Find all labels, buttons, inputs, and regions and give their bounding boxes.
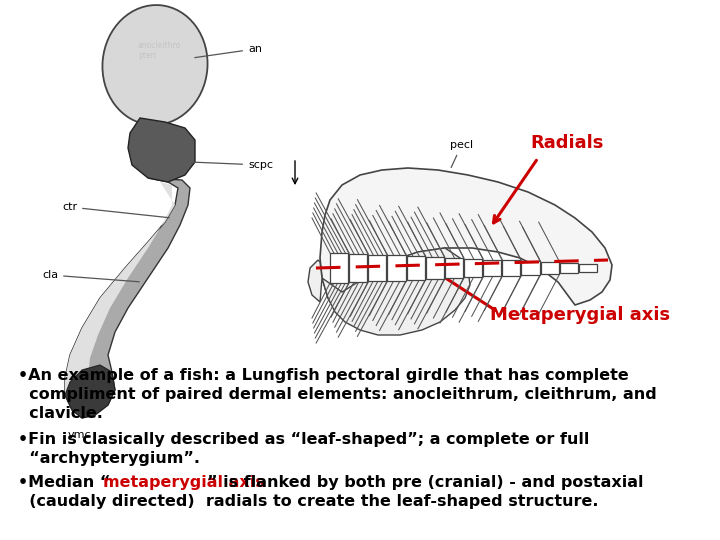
FancyBboxPatch shape	[426, 257, 444, 279]
Text: Metaperygial axis: Metaperygial axis	[490, 306, 670, 324]
Polygon shape	[322, 248, 470, 335]
Text: metaperygial axis: metaperygial axis	[103, 475, 265, 490]
FancyBboxPatch shape	[579, 264, 597, 272]
Text: vmc: vmc	[68, 430, 91, 440]
Text: anocleithro
pteri: anocleithro pteri	[138, 40, 181, 60]
FancyBboxPatch shape	[483, 260, 501, 276]
FancyBboxPatch shape	[541, 262, 559, 274]
Polygon shape	[320, 168, 612, 310]
Text: •Fin is clasically described as “leaf-shaped”; a complete or full
  “archypteryg: •Fin is clasically described as “leaf-sh…	[18, 432, 590, 466]
Text: ctr: ctr	[62, 202, 169, 218]
FancyBboxPatch shape	[464, 259, 482, 277]
FancyBboxPatch shape	[559, 263, 578, 273]
Text: pecl: pecl	[450, 140, 473, 167]
Text: scpc: scpc	[193, 160, 273, 170]
FancyBboxPatch shape	[387, 255, 405, 280]
FancyBboxPatch shape	[521, 261, 539, 275]
FancyBboxPatch shape	[445, 258, 463, 278]
Polygon shape	[128, 118, 195, 182]
Polygon shape	[65, 178, 190, 418]
FancyBboxPatch shape	[407, 256, 425, 280]
FancyBboxPatch shape	[503, 260, 521, 275]
Text: cla: cla	[42, 270, 139, 282]
FancyBboxPatch shape	[330, 253, 348, 283]
Text: Radials: Radials	[530, 134, 603, 152]
Polygon shape	[65, 182, 175, 418]
Text: •An example of a fish: a Lungfish pectoral girdle that has complete
  compliment: •An example of a fish: a Lungfish pector…	[18, 368, 657, 421]
Polygon shape	[308, 260, 322, 302]
Polygon shape	[65, 365, 115, 418]
Text: •Median “: •Median “	[18, 475, 110, 490]
FancyBboxPatch shape	[369, 255, 387, 281]
Text: an: an	[194, 44, 262, 58]
Ellipse shape	[102, 5, 207, 125]
FancyBboxPatch shape	[349, 254, 367, 282]
Text: ” is flanked by both pre (cranial) - and postaxial: ” is flanked by both pre (cranial) - and…	[207, 475, 644, 490]
Text: (caudaly directed)  radials to create the leaf-shaped structure.: (caudaly directed) radials to create the…	[18, 494, 598, 509]
